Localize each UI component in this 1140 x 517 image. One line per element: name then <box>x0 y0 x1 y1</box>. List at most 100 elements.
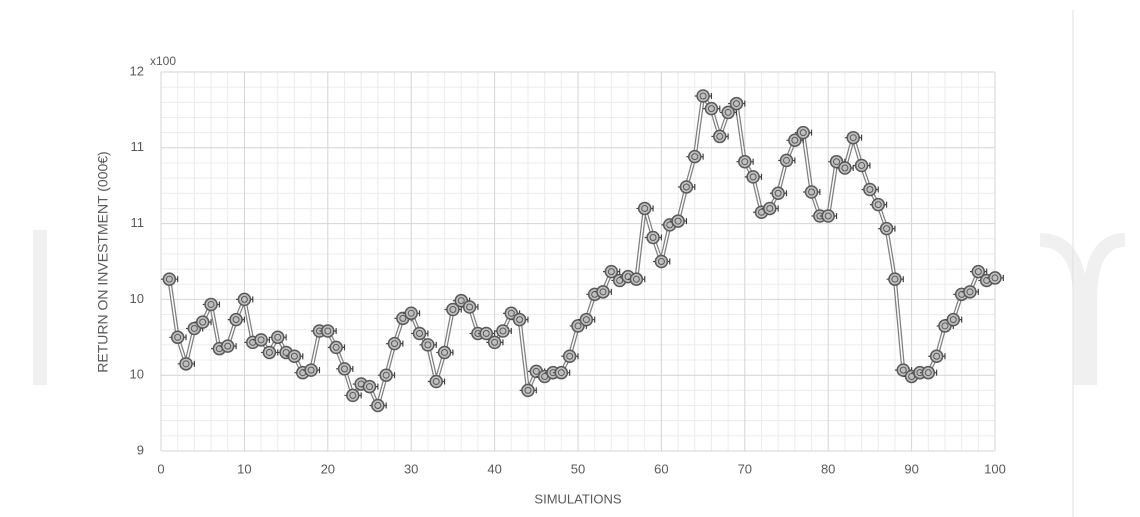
marker <box>271 330 285 345</box>
marker-inner <box>858 161 866 169</box>
marker-inner <box>724 108 732 116</box>
marker-inner <box>991 274 999 282</box>
marker <box>262 345 277 360</box>
marker <box>921 365 936 380</box>
marker-inner <box>808 188 816 196</box>
marker <box>763 201 777 216</box>
x-tick-label: 0 <box>157 461 164 476</box>
marker-inner <box>632 275 640 283</box>
marker <box>646 230 660 245</box>
marker <box>746 170 760 184</box>
marker-inner <box>516 316 524 324</box>
marker <box>179 357 193 371</box>
marker <box>496 324 510 338</box>
marker-inner <box>924 369 932 377</box>
marker <box>337 362 352 376</box>
x-tick-label: 10 <box>237 461 251 476</box>
marker <box>971 264 986 279</box>
marker-inner <box>607 268 615 276</box>
marker-inner <box>557 369 565 377</box>
marker-inner <box>716 132 724 140</box>
marker <box>963 285 977 299</box>
marker-inner <box>165 275 173 283</box>
marker <box>788 133 802 147</box>
marker-inner <box>307 366 315 374</box>
marker <box>629 272 644 286</box>
marker-inner <box>933 352 941 360</box>
marker-inner <box>207 300 215 308</box>
marker <box>329 340 343 355</box>
marker <box>704 101 719 116</box>
marker-inner <box>974 268 982 276</box>
marker-inner <box>707 105 715 113</box>
marker-inner <box>182 360 190 368</box>
marker <box>487 335 502 350</box>
marker <box>170 330 185 345</box>
marker <box>929 349 944 363</box>
marker <box>779 153 794 168</box>
marker <box>821 209 835 223</box>
marker-inner <box>674 217 682 225</box>
marker <box>346 388 360 403</box>
marker <box>871 197 885 212</box>
marker <box>387 336 402 351</box>
marker <box>946 312 961 327</box>
marker <box>771 186 785 201</box>
marker-inner <box>732 100 740 108</box>
marker-inner <box>432 378 440 386</box>
x-tick-label: 30 <box>404 461 418 476</box>
marker-inner <box>841 164 849 172</box>
marker-inner <box>340 365 348 373</box>
marker <box>879 221 894 236</box>
marker-inner <box>466 303 474 311</box>
marker <box>220 339 235 353</box>
x-tick-label: 40 <box>487 461 501 476</box>
marker <box>287 349 302 363</box>
marker-inner <box>290 352 298 360</box>
marker-inner <box>682 183 690 191</box>
marker-inner <box>783 156 790 164</box>
marker <box>846 130 860 145</box>
marker-inner <box>416 330 424 338</box>
marker <box>579 312 594 327</box>
marker <box>696 89 710 103</box>
marker <box>437 345 452 360</box>
x-tick-label: 60 <box>654 461 668 476</box>
marker <box>796 125 810 140</box>
marker-inner <box>174 333 182 341</box>
y-tick-label: 10 <box>130 291 144 306</box>
y-tick-label: 11 <box>131 139 145 154</box>
marker <box>721 105 735 120</box>
marker-inner <box>691 153 699 161</box>
marker-inner <box>641 204 649 212</box>
marker <box>429 374 443 389</box>
marker <box>562 349 577 363</box>
marker-inner <box>449 306 457 314</box>
marker <box>804 185 819 199</box>
marker <box>204 297 218 312</box>
marker <box>729 96 744 111</box>
x-tick-label: 100 <box>984 461 1006 476</box>
marker <box>321 324 335 338</box>
marker <box>988 271 1002 285</box>
marker-inner <box>491 338 499 346</box>
marker <box>512 312 527 327</box>
x-tick-label: 70 <box>738 461 752 476</box>
marker-inner <box>774 189 782 197</box>
marker-inner <box>240 295 248 303</box>
marker <box>838 161 852 175</box>
marker-inner <box>699 92 707 100</box>
marker <box>229 312 243 327</box>
marker-inner <box>866 185 874 193</box>
marker-inner <box>190 324 198 332</box>
x-tick-label: 90 <box>904 461 918 476</box>
x-axis-title: SIMULATIONS <box>534 491 621 506</box>
marker-inner <box>324 327 332 335</box>
marker-inner <box>441 348 449 356</box>
marker <box>554 365 569 380</box>
y-tick-label: 10 <box>130 367 144 382</box>
marker-inner <box>499 327 507 335</box>
marker <box>679 180 694 194</box>
marker-inner <box>507 309 515 317</box>
marker <box>379 368 393 382</box>
